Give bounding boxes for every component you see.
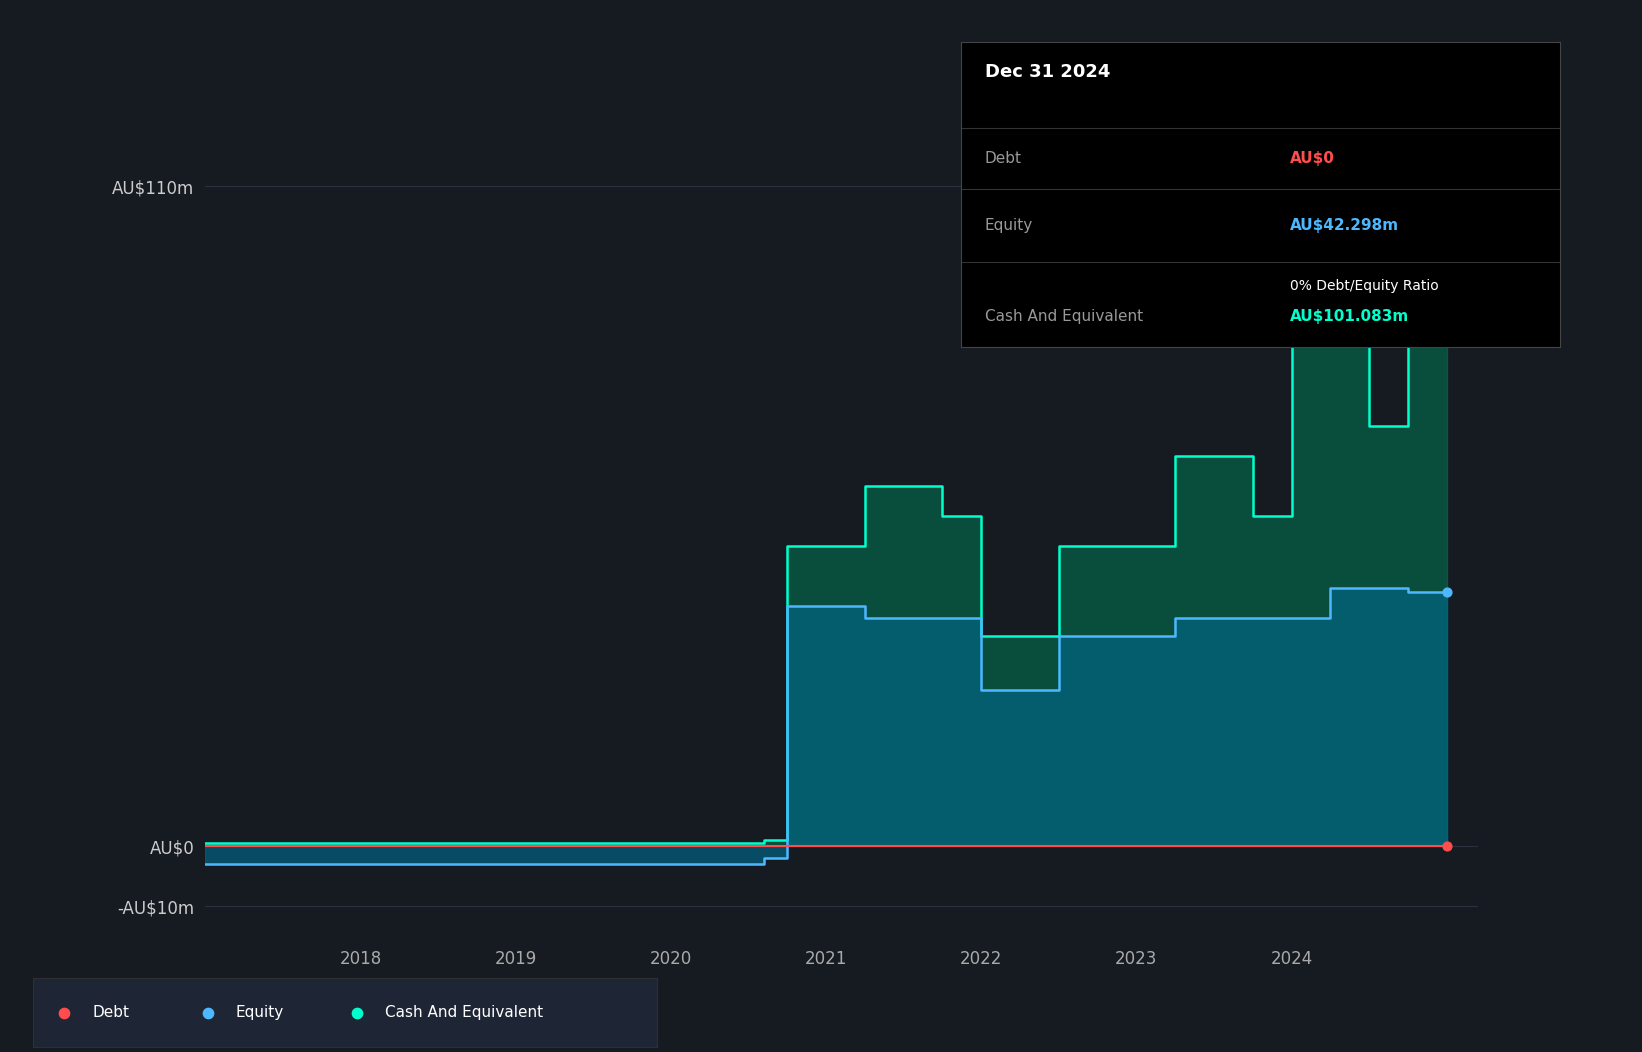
Point [1433,584,1460,601]
Text: AU$101.083m: AU$101.083m [1291,309,1409,324]
Point [345,1004,371,1020]
Text: Equity: Equity [985,218,1033,232]
Text: Debt: Debt [985,150,1021,165]
Point [1433,231,1460,248]
Point [194,1004,220,1020]
Point [1433,837,1460,854]
Text: AU$42.298m: AU$42.298m [1291,218,1399,232]
Text: Cash And Equivalent: Cash And Equivalent [985,309,1143,324]
Text: Cash And Equivalent: Cash And Equivalent [386,1005,544,1020]
Text: Equity: Equity [236,1005,284,1020]
Point [51,1004,77,1020]
Text: Debt: Debt [92,1005,130,1020]
Text: Dec 31 2024: Dec 31 2024 [985,63,1110,81]
Text: 0% Debt/Equity Ratio: 0% Debt/Equity Ratio [1291,279,1438,294]
Text: AU$0: AU$0 [1291,150,1335,165]
